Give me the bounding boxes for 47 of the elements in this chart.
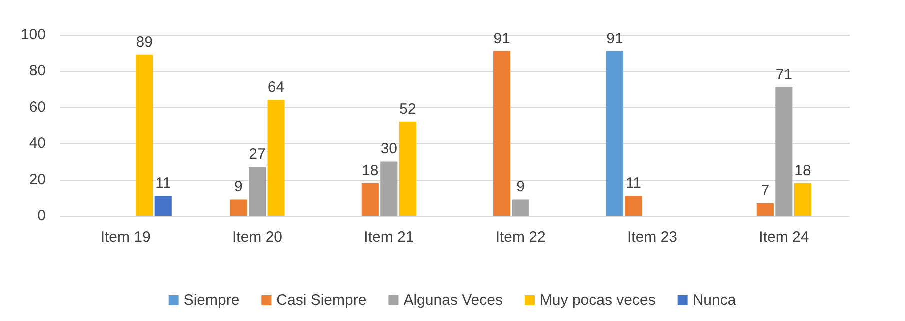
bar [625, 196, 642, 216]
bar [268, 100, 285, 216]
legend-label: Nunca [692, 292, 737, 309]
data-label: 18 [794, 162, 812, 180]
bar [136, 54, 154, 216]
y-tick-label: 40 [29, 135, 46, 152]
bar [756, 203, 774, 216]
bar [380, 162, 398, 216]
data-label: 7 [761, 182, 770, 200]
bar [776, 87, 793, 216]
x-tick-label: Item 22 [496, 229, 546, 246]
bar [512, 200, 530, 216]
y-tick-label: 20 [29, 171, 46, 188]
data-label: 89 [136, 34, 153, 51]
x-tick-label: Item 21 [364, 229, 414, 246]
data-label: 91 [494, 30, 510, 48]
y-tick-label: 100 [20, 26, 46, 44]
bar [399, 122, 416, 216]
data-label: 11 [156, 175, 172, 192]
bar [362, 183, 379, 216]
bar [154, 196, 172, 216]
data-label: 27 [249, 146, 266, 164]
data-label: 11 [626, 175, 642, 192]
data-label: 91 [606, 30, 624, 48]
data-label: 9 [234, 178, 243, 196]
bar [494, 51, 511, 216]
data-label: 9 [516, 178, 526, 196]
bar [606, 51, 624, 216]
legend-label: Siempre [184, 292, 240, 309]
y-tick-label: 0 [38, 208, 46, 224]
y-tick-label: 80 [29, 62, 46, 80]
y-tick-label: 60 [29, 98, 46, 116]
data-label: 64 [268, 79, 285, 96]
x-tick-label: Item 19 [100, 229, 151, 246]
data-label: 71 [776, 66, 793, 84]
bar [230, 200, 248, 216]
data-label: 18 [362, 162, 379, 180]
bar [794, 183, 812, 216]
x-tick-label: Item 23 [627, 229, 678, 246]
legend-label: Casi Siempre [276, 292, 367, 309]
x-tick-label: Item 20 [232, 229, 283, 246]
legend-label: Muy pocas veces [540, 292, 656, 309]
data-label: 30 [380, 140, 398, 158]
legend-label: Algunas Veces [404, 292, 503, 309]
bar [248, 167, 266, 216]
data-label: 52 [400, 100, 416, 118]
x-tick-label: Item 24 [759, 229, 810, 246]
